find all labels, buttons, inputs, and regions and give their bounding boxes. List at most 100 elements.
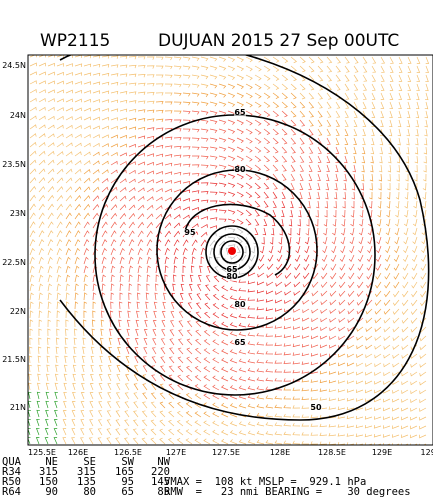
barb <box>108 355 112 364</box>
barb <box>83 274 89 283</box>
barb <box>380 74 385 82</box>
barb <box>185 374 193 382</box>
barb <box>384 290 391 298</box>
barb <box>402 254 409 263</box>
barb <box>192 155 200 159</box>
barb <box>262 227 267 236</box>
barb <box>177 347 184 355</box>
barb <box>245 56 253 63</box>
barb <box>74 125 82 130</box>
barb <box>119 221 126 229</box>
barb <box>181 274 185 283</box>
barb <box>176 437 184 445</box>
barb <box>119 256 125 265</box>
barb <box>275 272 283 279</box>
barb <box>394 236 400 245</box>
barb <box>83 230 90 238</box>
barb <box>243 246 247 254</box>
barb <box>319 370 328 375</box>
barb <box>236 83 245 90</box>
barb <box>173 83 182 88</box>
barb <box>369 192 373 200</box>
table-cell: R64 <box>2 486 21 498</box>
barb <box>101 212 108 220</box>
barb <box>146 221 154 229</box>
barb <box>83 177 91 184</box>
barb <box>283 396 292 400</box>
barb <box>290 119 297 127</box>
barb <box>365 380 373 385</box>
barb <box>65 98 73 103</box>
barb <box>299 191 303 200</box>
barb <box>407 83 412 91</box>
barb <box>177 401 184 409</box>
barb <box>263 137 271 145</box>
barb <box>319 388 328 392</box>
barb <box>29 310 34 319</box>
barb <box>366 272 373 280</box>
barb <box>326 146 331 154</box>
barb <box>373 433 382 438</box>
barb <box>374 407 382 412</box>
barb <box>407 56 412 64</box>
barb <box>308 137 314 145</box>
barb <box>321 272 328 280</box>
barb <box>347 371 355 376</box>
barb <box>277 245 283 254</box>
barb <box>47 221 54 229</box>
barb <box>227 65 236 71</box>
barb <box>155 56 164 61</box>
barb <box>263 128 271 136</box>
barb <box>366 281 373 289</box>
barb <box>340 245 346 254</box>
barb <box>209 247 215 256</box>
barb <box>82 346 86 355</box>
barb <box>56 168 64 175</box>
barb <box>178 311 184 319</box>
barb <box>317 155 322 163</box>
barb <box>155 109 164 114</box>
barb <box>290 56 298 64</box>
barb <box>128 108 137 113</box>
barb <box>146 109 155 113</box>
barb <box>374 308 382 315</box>
barb <box>272 83 280 90</box>
barb <box>29 274 35 283</box>
barb <box>83 310 87 319</box>
barb <box>229 313 238 319</box>
barb <box>173 56 182 61</box>
barb <box>361 155 366 164</box>
barb <box>321 254 328 263</box>
barb <box>407 65 412 73</box>
barb <box>398 65 403 73</box>
barb <box>29 265 35 274</box>
barb <box>383 344 391 350</box>
barb <box>135 319 140 328</box>
barb <box>164 179 172 184</box>
barb <box>164 274 168 283</box>
barb <box>301 441 310 445</box>
barb <box>64 337 69 346</box>
barb <box>124 383 130 391</box>
barb <box>383 308 391 315</box>
barb <box>317 83 324 91</box>
barb <box>380 101 385 109</box>
barb <box>335 164 339 173</box>
barb <box>236 227 244 234</box>
barb <box>133 401 139 409</box>
barb <box>229 403 238 409</box>
barb <box>236 218 244 225</box>
barb <box>284 290 292 296</box>
barb <box>307 191 312 200</box>
barb <box>346 406 355 411</box>
barb <box>320 326 328 331</box>
barb <box>110 239 117 247</box>
barb <box>402 281 409 289</box>
barb <box>164 171 173 175</box>
barb <box>299 119 306 127</box>
barb <box>38 337 42 346</box>
barb <box>128 187 136 193</box>
barb <box>338 281 346 289</box>
barb <box>236 209 244 216</box>
barb <box>221 348 229 355</box>
